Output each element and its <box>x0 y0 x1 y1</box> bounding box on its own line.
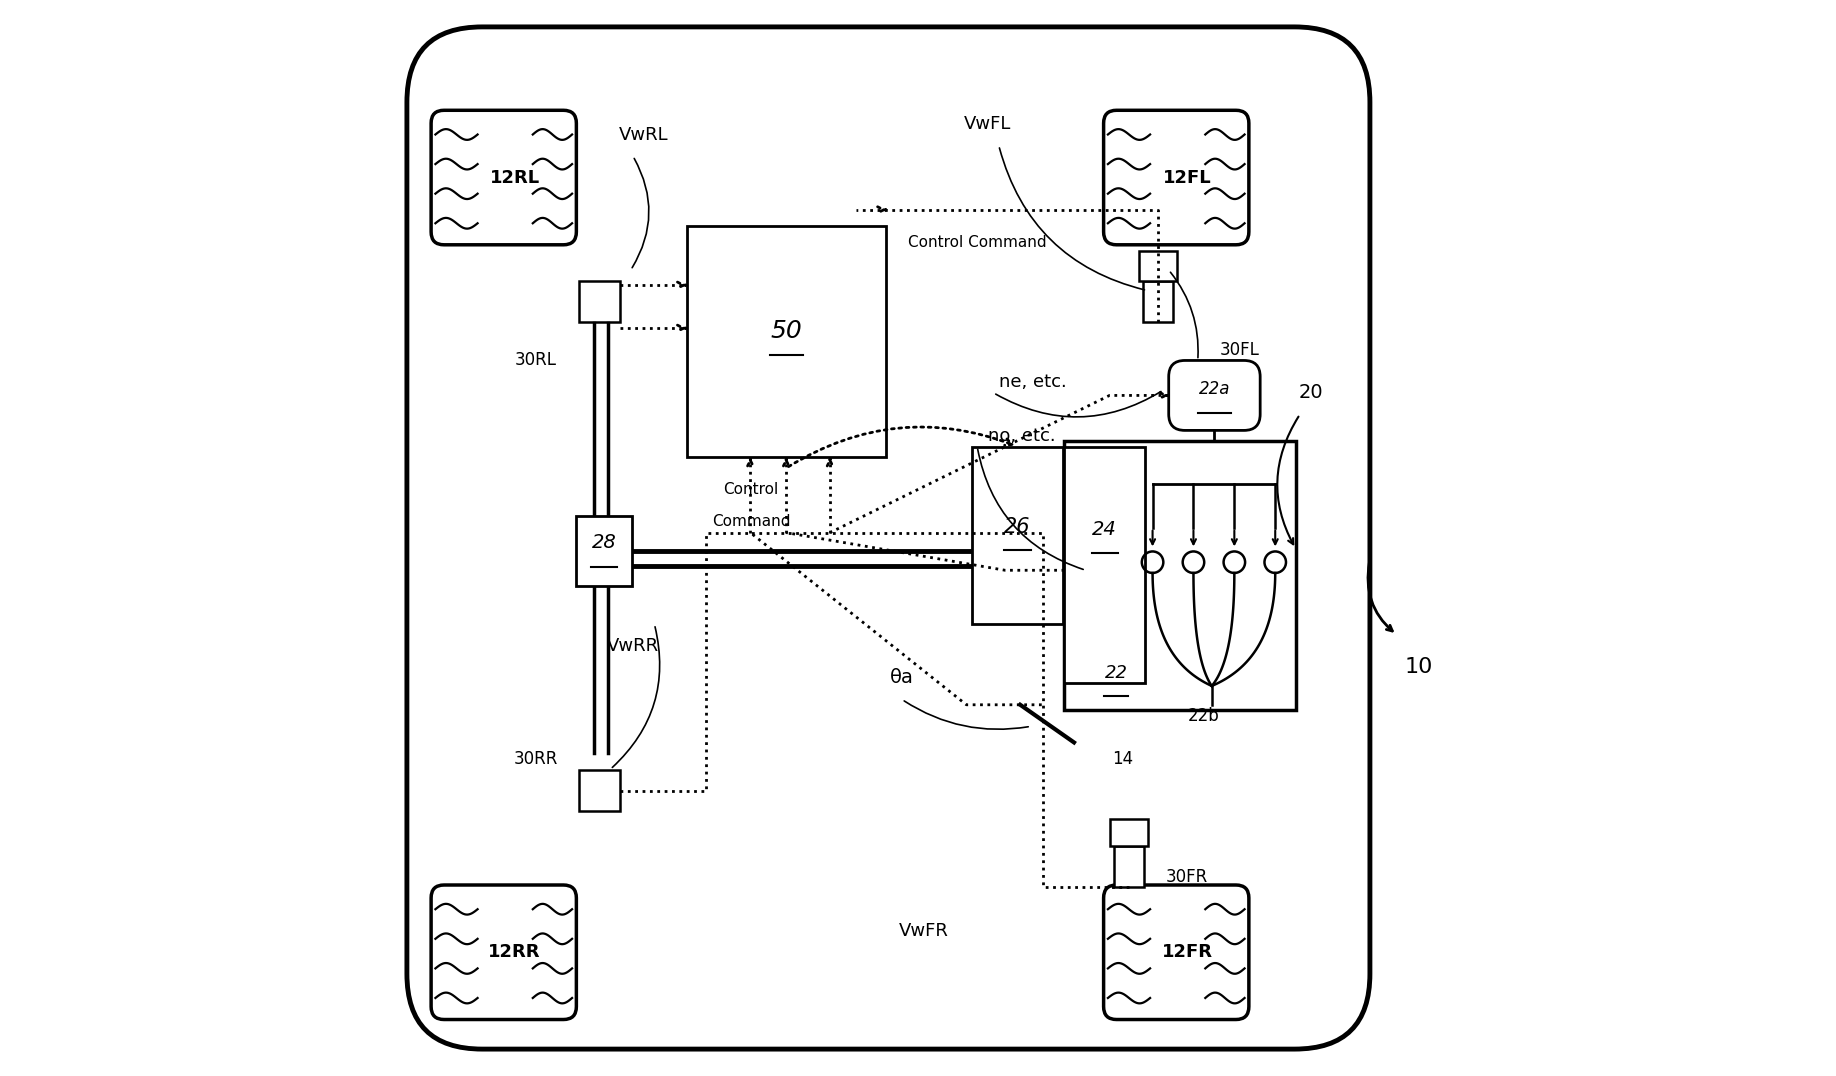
Text: 50: 50 <box>771 318 802 343</box>
FancyBboxPatch shape <box>1103 111 1248 245</box>
Bar <box>1142 281 1173 322</box>
Text: ne, etc.: ne, etc. <box>999 373 1067 391</box>
Text: 30RL: 30RL <box>516 352 556 369</box>
Text: 22b: 22b <box>1188 707 1219 724</box>
Bar <box>1065 447 1146 683</box>
Bar <box>578 770 621 811</box>
Text: 14: 14 <box>1111 750 1133 767</box>
Text: 12FR: 12FR <box>1162 944 1212 961</box>
Bar <box>687 226 885 457</box>
Text: 12RR: 12RR <box>488 944 542 961</box>
Text: θa: θa <box>890 668 914 688</box>
Text: 10: 10 <box>1405 657 1432 677</box>
FancyBboxPatch shape <box>1103 884 1248 1020</box>
Text: 26: 26 <box>1004 516 1030 537</box>
Text: VwFL: VwFL <box>964 115 1012 132</box>
Text: 12RL: 12RL <box>490 169 540 186</box>
Text: 24: 24 <box>1092 520 1116 539</box>
FancyBboxPatch shape <box>431 111 577 245</box>
Text: Command: Command <box>712 514 791 529</box>
Text: VwRL: VwRL <box>619 126 668 143</box>
Bar <box>1109 819 1148 846</box>
Text: 20: 20 <box>1298 383 1324 402</box>
Text: VwRR: VwRR <box>606 637 659 654</box>
Bar <box>971 447 1063 624</box>
Bar <box>578 281 621 322</box>
Text: 12FL: 12FL <box>1162 169 1212 186</box>
FancyBboxPatch shape <box>431 884 577 1020</box>
Text: 28: 28 <box>591 534 617 552</box>
Bar <box>1138 251 1177 281</box>
Text: no, etc.: no, etc. <box>988 427 1056 444</box>
FancyBboxPatch shape <box>408 27 1370 1049</box>
Bar <box>577 516 632 586</box>
Bar <box>1065 441 1296 710</box>
Text: 30FL: 30FL <box>1219 341 1259 358</box>
Text: 22: 22 <box>1105 664 1127 681</box>
Text: 22a: 22a <box>1199 380 1230 398</box>
Text: 30RR: 30RR <box>514 750 558 767</box>
Text: Control Command: Control Command <box>907 235 1047 250</box>
Text: 30FR: 30FR <box>1166 868 1208 886</box>
FancyBboxPatch shape <box>1170 360 1259 430</box>
Bar <box>1114 846 1144 887</box>
Text: Control: Control <box>723 482 778 497</box>
Text: VwFR: VwFR <box>898 922 949 939</box>
